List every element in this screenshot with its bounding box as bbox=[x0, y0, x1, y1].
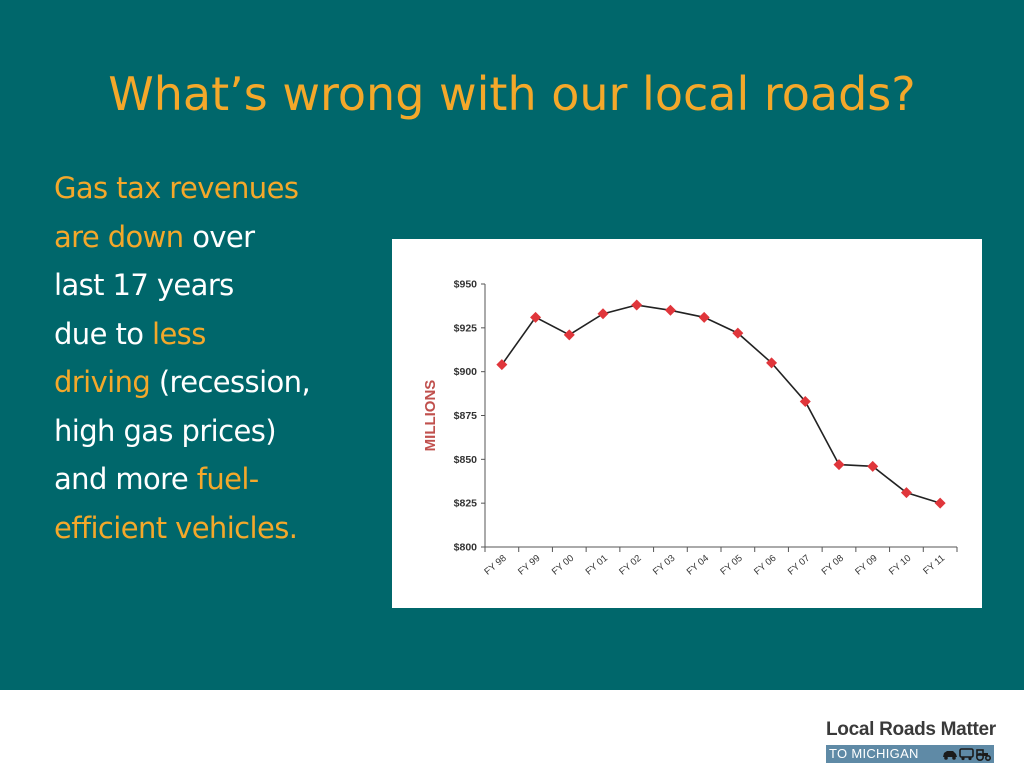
y-tick-label: $800 bbox=[454, 542, 478, 554]
x-tick-label: FY 03 bbox=[651, 553, 677, 578]
data-point-marker bbox=[934, 497, 946, 509]
data-point-marker bbox=[563, 329, 575, 341]
x-tick-label: FY 10 bbox=[887, 553, 913, 578]
slide-body-text: Gas tax revenues are down over last 17 y… bbox=[54, 164, 374, 552]
x-tick-label: FY 02 bbox=[617, 553, 643, 578]
x-tick-label: FY 06 bbox=[752, 553, 778, 578]
data-point-marker bbox=[732, 327, 744, 339]
bus-icon bbox=[959, 748, 974, 761]
body-text-segment: over last 17 years due to bbox=[54, 219, 255, 351]
vehicle-icons bbox=[943, 748, 991, 761]
x-tick-label: FY 05 bbox=[718, 553, 744, 578]
data-point-marker bbox=[833, 459, 845, 471]
body-highlight-text: fuel- efficient vehicles. bbox=[54, 462, 298, 545]
car-icon bbox=[943, 751, 957, 760]
x-tick-label: FY 09 bbox=[853, 553, 879, 578]
body-highlight-text: Gas tax revenues are down bbox=[54, 171, 299, 254]
data-point-marker bbox=[597, 308, 609, 320]
x-tick-label: FY 11 bbox=[921, 553, 947, 577]
logo-tagline: TO MICHIGAN bbox=[829, 746, 919, 761]
x-tick-label: FY 01 bbox=[584, 553, 610, 578]
x-tick-label: FY 99 bbox=[516, 553, 542, 578]
data-point-marker bbox=[530, 311, 542, 323]
logo-title: Local Roads Matter bbox=[826, 719, 996, 740]
tractor-icon bbox=[976, 749, 991, 761]
local-roads-matter-logo: Local Roads Matter TO MICHIGAN bbox=[826, 717, 996, 765]
data-point-marker bbox=[867, 460, 879, 472]
x-tick-label: FY 04 bbox=[685, 553, 711, 578]
body-text-segment: (recession, high gas prices) and more bbox=[54, 365, 311, 496]
logo-bar: TO MICHIGAN bbox=[826, 745, 994, 763]
chart-panel: $800 $825 $850 $875 $900 $925 $950 FY 98 FY 99 FY… bbox=[392, 239, 982, 608]
data-point-marker bbox=[496, 359, 508, 371]
y-tick-label: $875 bbox=[454, 410, 478, 422]
body-highlight-text: less driving bbox=[54, 316, 206, 400]
y-tick-label: $950 bbox=[454, 279, 478, 291]
y-tick-label: $900 bbox=[454, 366, 478, 378]
data-point-marker bbox=[698, 311, 710, 323]
x-tick-label: FY 07 bbox=[786, 553, 812, 578]
gas-tax-line-chart: $800 $825 $850 $875 $900 $925 $950 FY 98 FY 99 FY… bbox=[422, 279, 958, 578]
y-axis-label: MILLIONS bbox=[422, 380, 439, 452]
data-point-marker bbox=[766, 357, 778, 369]
data-point-marker bbox=[799, 395, 811, 407]
y-tick-label: $925 bbox=[454, 322, 478, 334]
data-point-marker bbox=[664, 304, 676, 316]
y-tick-label: $850 bbox=[454, 454, 478, 466]
series-line bbox=[501, 304, 941, 504]
y-tick-label: $825 bbox=[454, 498, 478, 510]
slide-title: What’s wrong with our local roads? bbox=[108, 67, 916, 121]
x-tick-label: FY 08 bbox=[820, 553, 846, 578]
x-tick-label: FY 00 bbox=[550, 553, 576, 578]
x-tick-label: FY 98 bbox=[482, 553, 508, 578]
data-point-marker bbox=[900, 487, 912, 499]
data-point-marker bbox=[631, 299, 643, 311]
